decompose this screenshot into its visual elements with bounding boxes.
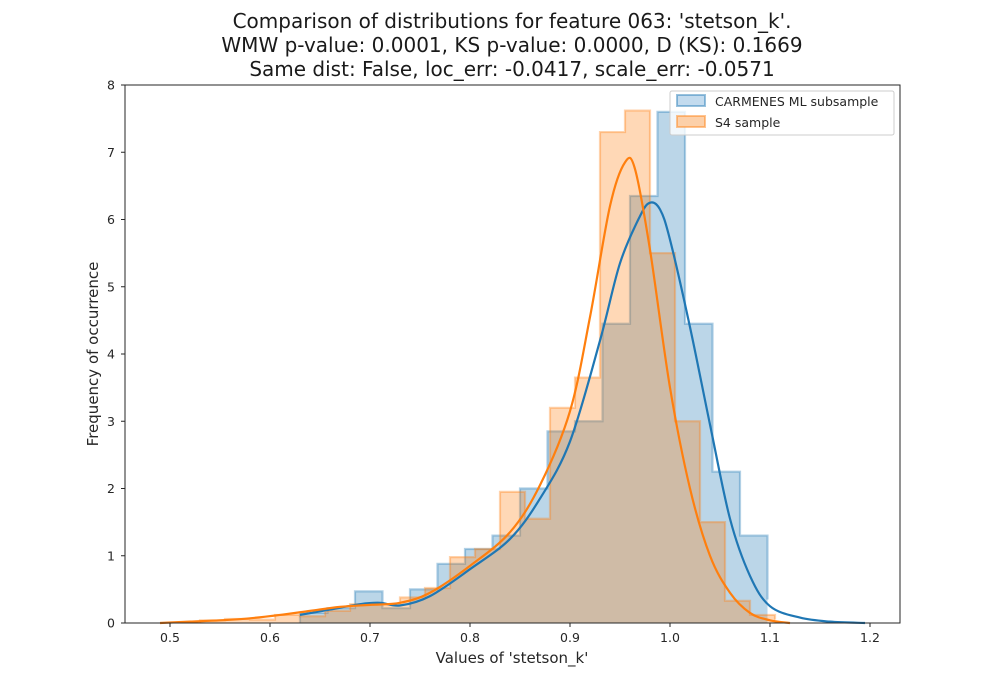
x-axis-label: Values of 'stetson_k' — [436, 649, 589, 668]
hist-bar-s4 — [475, 549, 500, 623]
hist-bar-s4 — [525, 518, 550, 623]
x-tick-label: 0.9 — [560, 630, 580, 645]
histogram-s4 — [198, 109, 777, 624]
hist-bar-s4 — [375, 604, 400, 623]
hist-bar-s4 — [325, 610, 350, 623]
y-axis-label: Frequency of occurrence — [84, 262, 102, 447]
y-tick-label: 3 — [107, 414, 115, 429]
y-tick-label: 7 — [107, 145, 115, 160]
hist-bar-s4 — [675, 421, 700, 623]
hist-bar-s4 — [625, 110, 650, 624]
hist-bar-s4 — [275, 614, 300, 623]
y-tick-label: 0 — [107, 616, 115, 631]
y-tick-label: 2 — [107, 481, 115, 496]
hist-bar-s4 — [250, 619, 275, 623]
chart-title-line-2: WMW p-value: 0.0001, KS p-value: 0.0000,… — [221, 33, 802, 57]
hist-bar-carmenes — [382, 608, 410, 623]
y-axis-ticks: 0 1 2 3 4 5 6 7 8 — [107, 78, 125, 631]
hist-bar-s4 — [575, 377, 600, 623]
hist-bar-s4 — [500, 491, 525, 623]
y-tick-label: 5 — [107, 279, 115, 294]
kde-curve-carmenes — [299, 201, 866, 625]
x-axis-ticks: 0.5 0.6 0.7 0.8 0.9 1.0 1.1 1.2 — [160, 623, 880, 645]
legend-swatch-carmenes — [676, 94, 706, 107]
x-tick-label: 0.8 — [460, 630, 480, 645]
hist-bar-s4 — [350, 604, 375, 623]
y-tick-label: 1 — [107, 548, 115, 563]
hist-bar-s4 — [225, 618, 250, 623]
x-tick-label: 0.6 — [260, 630, 280, 645]
hist-bar-carmenes — [327, 608, 355, 623]
y-tick-label: 8 — [107, 78, 115, 93]
hist-bar-s4 — [600, 132, 625, 623]
x-tick-label: 0.7 — [360, 630, 380, 645]
hist-bar-s4 — [725, 600, 750, 623]
hist-bar-carmenes — [602, 323, 630, 623]
hist-bar-carmenes — [355, 591, 383, 623]
hist-bar-carmenes — [575, 421, 603, 623]
legend-swatch-s4 — [676, 115, 706, 128]
x-tick-label: 1.2 — [860, 630, 880, 645]
hist-bar-s4 — [650, 253, 675, 623]
kde-curves — [159, 156, 866, 625]
hist-bar-carmenes — [712, 471, 740, 623]
y-tick-label: 6 — [107, 212, 115, 227]
hist-bar-carmenes — [300, 612, 328, 623]
chart-title-line-1: Comparison of distributions for feature … — [233, 9, 792, 33]
hist-bar-carmenes — [657, 111, 685, 624]
x-tick-label: 0.5 — [160, 630, 180, 645]
hist-bar-carmenes — [465, 549, 493, 623]
chart-title-line-3: Same dist: False, loc_err: -0.0417, scal… — [249, 57, 774, 81]
hist-bar-s4 — [300, 616, 325, 623]
y-tick-label: 4 — [107, 347, 115, 362]
legend-label-s4: S4 sample — [715, 115, 781, 130]
x-tick-label: 1.1 — [760, 630, 780, 645]
legend-label-carmenes: CARMENES ML subsample — [715, 94, 879, 109]
x-tick-label: 1.0 — [660, 630, 680, 645]
legend: CARMENES ML subsample S4 sample — [669, 90, 895, 136]
hist-bar-s4 — [550, 407, 575, 623]
kde-curve-s4 — [159, 156, 791, 625]
legend-box — [669, 90, 895, 136]
